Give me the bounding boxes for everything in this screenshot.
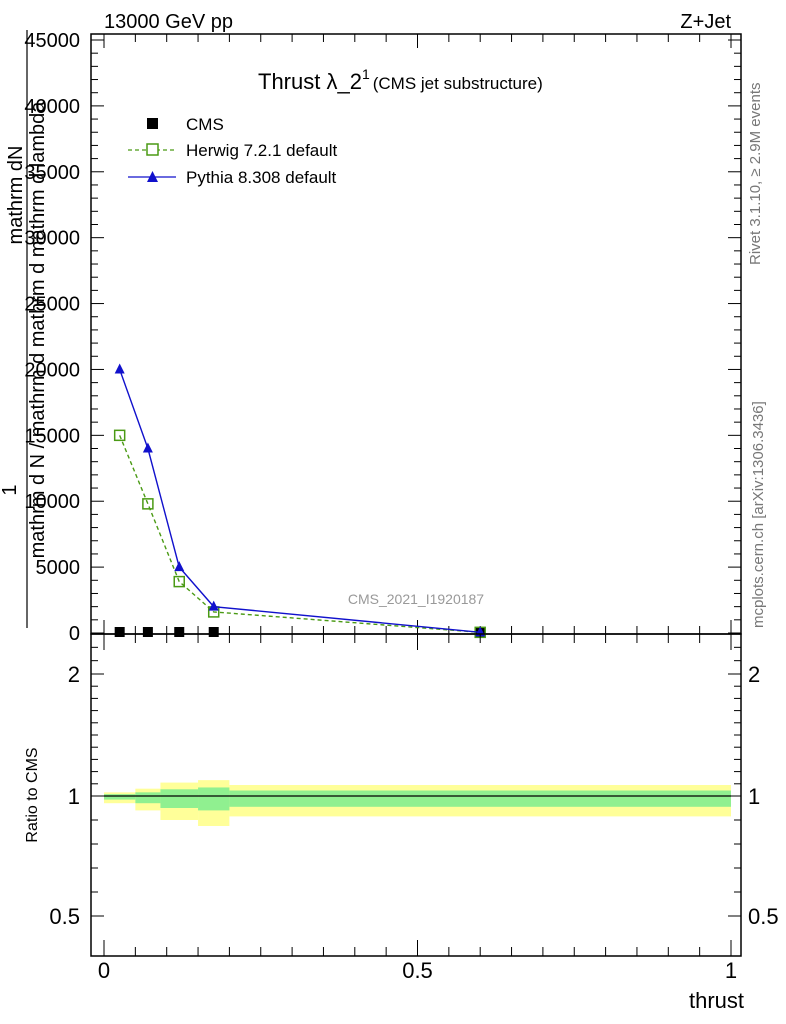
main-y-tick-label: 40000	[24, 96, 80, 118]
main-y-tick-label: 45000	[24, 30, 80, 52]
main-panel-ticks	[91, 34, 741, 634]
main-y-axis-label: mathrm dN 1 mathrm d N / mathrm d mathrm…	[0, 30, 49, 628]
ratio-x-tick-labels: 0 0.5 1	[98, 958, 737, 983]
data-point-herwig	[113, 429, 126, 442]
ratio-band-inner	[135, 792, 161, 804]
main-y-tick-labels: 0 5000 10000 15000 20000 25000 30000 35000 40000…	[24, 30, 80, 645]
ratio-x-tick-label: 1	[725, 958, 737, 983]
data-point-pythia	[114, 363, 125, 374]
ratio-y-tick-label-right: 0.5	[748, 904, 779, 929]
data-point-herwig	[173, 575, 185, 588]
rivet-version-label: Rivet 3.1.10, ≥ 2.9M events	[747, 83, 764, 266]
ratio-band-inner	[229, 790, 731, 807]
ratio-panel-frame	[90, 633, 742, 957]
ratio-y-axis-label: Ratio to CMS	[24, 747, 41, 842]
legend: CMS Herwig 7.2.1 default Pythia 8.308 de…	[128, 115, 337, 187]
data-point-pythia	[208, 600, 219, 611]
ratio-y-tick-label: 2	[68, 662, 80, 687]
data-point-herwig	[142, 498, 154, 510]
ratio-x-tick-label: 0	[98, 958, 110, 983]
data-point-cms	[142, 627, 153, 637]
chart-title: Thrust λ_21 (CMS jet substructure)	[258, 66, 543, 94]
analysis-watermark: CMS_2021_I1920187	[348, 591, 484, 607]
ratio-y-tick-labels: 0.5 0.5 1 1 2 2	[49, 662, 778, 929]
ratio-y-tick-label-right: 1	[748, 784, 760, 809]
y-axis-label-one: 1	[0, 484, 21, 495]
header-energy-label: 13000 GeV pp	[104, 11, 233, 33]
data-point-pythia	[174, 561, 185, 572]
ratio-band-inner	[160, 789, 199, 808]
main-y-tick-label: 25000	[24, 294, 80, 316]
main-y-tick-label: 30000	[24, 228, 80, 250]
data-point-pythia	[142, 442, 153, 453]
chart-title-superscript: 1	[362, 66, 370, 82]
data-point-cms	[114, 627, 125, 637]
main-y-tick-label: 0	[69, 623, 80, 645]
x-axis-label: thrust	[689, 988, 744, 1013]
main-y-tick-label: 5000	[36, 557, 81, 579]
ratio-bands	[104, 780, 731, 826]
legend-marker-herwig	[146, 143, 159, 156]
main-y-tick-label: 15000	[24, 425, 80, 447]
main-y-tick-label: 20000	[24, 359, 80, 381]
series-line-herwig	[119, 435, 481, 634]
ratio-band-inner	[104, 794, 136, 800]
ratio-panel-ticks	[91, 634, 741, 956]
main-y-tick-label: 10000	[24, 491, 80, 513]
legend-label-pythia: Pythia 8.308 default	[186, 168, 337, 187]
ratio-x-tick-label: 0.5	[402, 958, 433, 983]
ratio-band-inner	[198, 787, 230, 811]
chart-title-main: Thrust λ_2	[258, 69, 362, 94]
legend-marker-cms	[147, 118, 158, 129]
data-point-cms	[174, 627, 185, 637]
y-axis-label-denominator: mathrm d N / mathrm d mathrm d mathrm d …	[27, 101, 49, 559]
legend-label-cms: CMS	[186, 115, 224, 134]
ratio-y-tick-label-right: 2	[748, 662, 760, 687]
mcplots-reference-label: mcplots.cern.ch [arXiv:1306.3436]	[750, 401, 767, 628]
ratio-y-tick-label: 0.5	[49, 904, 80, 929]
ratio-y-tick-label: 1	[68, 784, 80, 809]
legend-marker-pythia	[147, 171, 158, 182]
y-axis-label-numerator: mathrm dN	[5, 146, 27, 245]
main-y-tick-label: 35000	[24, 162, 80, 184]
header-process-label: Z+Jet	[680, 11, 731, 33]
legend-label-herwig: Herwig 7.2.1 default	[186, 141, 337, 160]
chart-subtitle: (CMS jet substructure)	[373, 74, 543, 93]
data-point-cms	[208, 627, 219, 637]
